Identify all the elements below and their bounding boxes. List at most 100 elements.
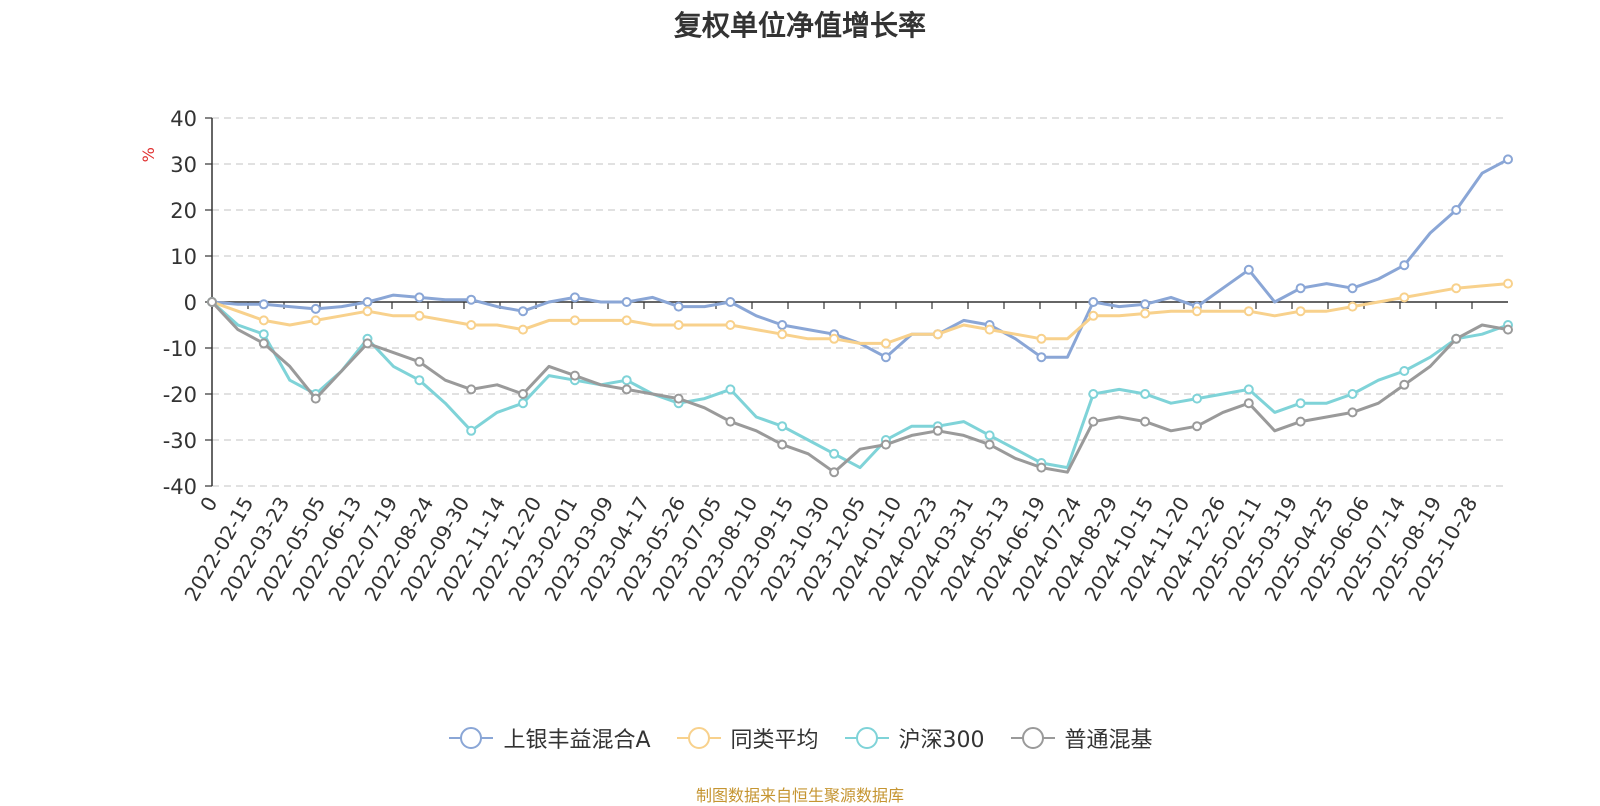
data-point (880, 352, 891, 363)
data-point (1088, 416, 1099, 427)
data-point (466, 320, 477, 330)
source-note: 制图数据来自恒生聚源数据库 (695, 786, 904, 805)
legend-line-marker-icon (676, 727, 721, 749)
y-tick-label: 10 (170, 245, 197, 269)
series-line-0 (211, 158, 1509, 359)
y-axis-label: % (139, 147, 158, 162)
data-point (984, 324, 995, 335)
data-point (1088, 310, 1099, 321)
data-point (829, 448, 840, 459)
legend-line-marker-icon (449, 727, 494, 749)
data-point (1140, 389, 1151, 399)
data-point (518, 324, 528, 335)
y-tick-label: -30 (163, 429, 197, 453)
legend-item-0[interactable]: 上银丰益混合A (447, 722, 651, 754)
data-point (1347, 301, 1358, 312)
data-point (1036, 333, 1047, 344)
data-point (829, 467, 840, 478)
data-point (310, 303, 321, 314)
y-tick-label: -10 (163, 337, 197, 361)
data-point (466, 294, 477, 305)
series-line-2 (211, 300, 1509, 470)
data-point (1036, 352, 1047, 363)
data-point (569, 315, 580, 326)
series-line-1 (211, 282, 1509, 345)
y-tick-label: 20 (170, 199, 197, 223)
data-point (310, 315, 321, 326)
data-point (621, 375, 632, 386)
data-point (1140, 299, 1151, 310)
data-point (1295, 398, 1306, 409)
legend-item-1[interactable]: 同类平均 (675, 722, 819, 754)
data-point (621, 315, 632, 326)
data-point (414, 310, 425, 321)
data-point (569, 370, 580, 381)
data-point (258, 329, 269, 340)
data-point (414, 356, 425, 367)
data-point (518, 398, 528, 409)
data-point (1347, 407, 1358, 418)
data-point (207, 297, 217, 307)
legend-label: 普通混基 (1064, 728, 1153, 753)
data-point (362, 297, 373, 307)
legend-label: 上银丰益混合A (503, 728, 651, 753)
data-point (1036, 462, 1047, 473)
data-point (518, 306, 528, 317)
data-point (984, 430, 995, 441)
data-point (1295, 416, 1306, 427)
data-point (258, 299, 269, 310)
data-point (466, 384, 477, 395)
data-point (1503, 324, 1513, 335)
legend-label: 同类平均 (730, 728, 819, 753)
data-point (1347, 283, 1358, 294)
data-point (414, 375, 425, 386)
chart-title: 复权单位净值增长率 (673, 9, 926, 42)
data-point (466, 425, 477, 436)
data-point (777, 439, 788, 450)
data-point (777, 421, 788, 432)
data-point (829, 333, 840, 344)
data-point (725, 297, 736, 307)
data-point (984, 439, 995, 450)
data-point (673, 301, 684, 312)
y-tick-label: -40 (163, 475, 197, 499)
data-point (1399, 260, 1410, 271)
data-point (362, 306, 373, 317)
data-point (777, 320, 788, 330)
legend-line-marker-icon (844, 727, 889, 749)
data-point (1243, 398, 1254, 409)
data-point (1088, 297, 1099, 307)
x-tick-label: 0 (195, 493, 222, 516)
data-point (1243, 384, 1254, 395)
legend-item-2[interactable]: 沪深300 (843, 722, 985, 754)
legend-item-3[interactable]: 普通混基 (1009, 722, 1153, 754)
data-point (258, 315, 269, 326)
legend-label: 沪深300 (898, 728, 985, 753)
data-point (932, 425, 943, 436)
data-point (518, 389, 528, 399)
data-point (725, 384, 736, 395)
chart-legend: 上银丰益混合A 同类平均 沪深300 普通混基 (0, 722, 1600, 754)
data-point (1192, 393, 1202, 404)
data-point (777, 329, 788, 340)
data-point (880, 439, 891, 450)
data-point (1503, 278, 1513, 289)
data-point (1451, 333, 1462, 344)
series-line-3 (210, 300, 1509, 474)
data-point (362, 338, 373, 349)
data-point (1088, 389, 1099, 399)
data-point (1192, 306, 1202, 317)
data-point (1399, 292, 1410, 303)
data-point (932, 329, 943, 340)
data-point (1295, 283, 1306, 294)
data-point (880, 338, 891, 349)
data-point (1192, 421, 1202, 432)
data-point (1399, 379, 1410, 390)
data-point (414, 292, 425, 303)
data-point (725, 320, 736, 330)
data-point (1451, 283, 1462, 294)
data-point (1503, 154, 1513, 165)
data-point (310, 393, 321, 404)
data-point (621, 384, 632, 395)
